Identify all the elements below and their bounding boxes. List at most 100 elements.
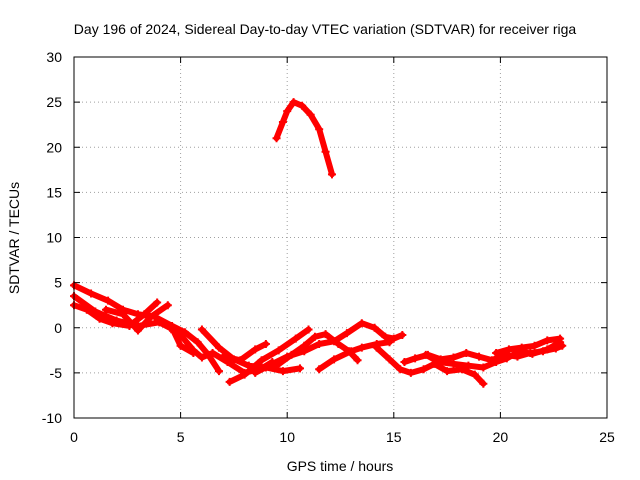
data-point (315, 365, 324, 374)
data-series (492, 334, 565, 358)
series-line (373, 344, 487, 387)
data-point (464, 361, 473, 370)
data-series (272, 98, 336, 179)
data-point (502, 354, 511, 363)
data-point (291, 334, 300, 343)
data-point (163, 301, 172, 310)
data-point (385, 355, 394, 364)
data-point (517, 343, 526, 352)
y-tick-label: 0 (54, 320, 62, 336)
data-point (272, 134, 281, 143)
y-axis-label: SDTVAR / TECUs (6, 182, 22, 294)
y-tick-label: 15 (46, 184, 62, 200)
data-series (170, 328, 198, 358)
data-point (479, 363, 488, 372)
x-tick-label: 10 (279, 429, 295, 445)
grid (74, 57, 607, 418)
series-line (273, 99, 335, 178)
series-layer (70, 98, 567, 388)
data-series (70, 298, 162, 330)
data-point (385, 338, 394, 347)
plot-frame (73, 56, 608, 419)
data-point (327, 170, 336, 179)
data-series (219, 339, 270, 365)
data-point (381, 332, 390, 341)
data-point (82, 305, 91, 314)
data-point (236, 356, 245, 365)
data-point (257, 356, 266, 365)
data-point (283, 107, 292, 116)
data-point (470, 370, 479, 379)
data-point (251, 345, 260, 354)
data-point (274, 346, 283, 355)
data-point (155, 318, 164, 327)
data-point (310, 332, 319, 341)
data-point (434, 358, 443, 367)
data-point (219, 352, 228, 361)
data-point (462, 349, 471, 358)
series-line (226, 326, 312, 385)
data-point (278, 367, 287, 376)
data-point (321, 147, 330, 156)
data-point (411, 354, 420, 363)
data-point (370, 323, 379, 332)
data-point (492, 349, 501, 358)
data-point (315, 339, 324, 348)
data-point (108, 319, 117, 328)
chart-title: Day 196 of 2024, Sidereal Day-to-day VTE… (74, 21, 577, 37)
data-point (295, 364, 304, 373)
x-tick-label: 5 (177, 429, 185, 445)
data-point (170, 328, 179, 337)
data-point (530, 341, 539, 350)
series-line (273, 331, 361, 369)
data-point (449, 359, 458, 368)
data-point (334, 339, 343, 348)
y-tick-label: 10 (46, 230, 62, 246)
data-series (101, 301, 172, 335)
data-point (298, 101, 307, 110)
data-point (504, 345, 513, 354)
data-point (353, 356, 362, 365)
data-point (406, 368, 415, 377)
data-point (398, 330, 407, 339)
x-axis-label: GPS time / hours (287, 458, 394, 474)
y-tick-label: 5 (54, 275, 62, 291)
data-point (146, 312, 155, 321)
data-point (475, 352, 484, 361)
data-point (261, 339, 270, 348)
data-point (492, 358, 501, 367)
data-point (543, 336, 552, 345)
data-point (287, 350, 296, 359)
data-point (140, 310, 149, 319)
data-point (95, 314, 104, 323)
data-point (214, 343, 223, 352)
series-line (220, 341, 269, 364)
data-point (289, 98, 298, 107)
data-point (133, 326, 142, 335)
data-point (421, 350, 430, 359)
data-point (528, 349, 537, 358)
data-point (153, 298, 162, 307)
data-point (225, 377, 234, 386)
y-tick-label: -5 (50, 365, 63, 381)
data-point (342, 329, 351, 338)
data-point (357, 319, 366, 328)
y-tick-label: 25 (46, 94, 62, 110)
data-point (315, 125, 324, 134)
data-point (400, 358, 409, 367)
axis-ticks: 0 5 10 15 20 25 -10 -5 0 5 10 15 20 25 30 (42, 49, 615, 445)
data-point (419, 365, 428, 374)
data-point (104, 296, 113, 305)
data-point (304, 325, 313, 334)
data-point (101, 305, 110, 314)
data-point (396, 365, 405, 374)
data-point (208, 349, 217, 358)
data-series (372, 343, 488, 388)
data-point (479, 379, 488, 388)
data-point (87, 289, 96, 298)
data-point (189, 349, 198, 358)
data-point (272, 361, 281, 370)
data-point (543, 345, 552, 354)
data-point (347, 347, 356, 356)
